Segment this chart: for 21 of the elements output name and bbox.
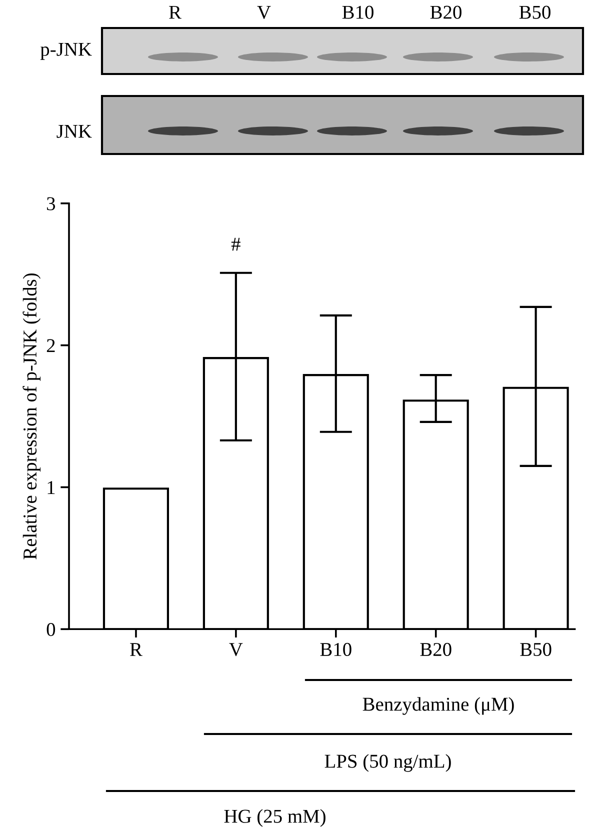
x-tick-label: V	[229, 643, 243, 656]
x-tick-label: B50	[520, 642, 552, 656]
text: B50	[519, 6, 550, 19]
text: V	[257, 6, 271, 19]
text: Benzydamine (μM)	[362, 697, 514, 715]
y-axis-title: Relative expression of p-JNK (folds)	[22, 273, 41, 560]
text: B10	[342, 6, 374, 19]
x-tick-label: B10	[320, 642, 352, 656]
y-tick-label: 3	[47, 197, 56, 210]
y-tick-label: 2	[46, 339, 55, 352]
annotation: #	[231, 238, 240, 251]
text: R	[169, 6, 182, 19]
text: LPS (50 ng/mL)	[324, 754, 451, 772]
x-tick-label: R	[130, 643, 142, 656]
text: p-JNK	[40, 42, 92, 60]
y-tick-label: 0	[46, 622, 56, 636]
text: JNK	[56, 124, 92, 138]
x-tick-label: B20	[420, 642, 452, 656]
text: HG (25 mM)	[224, 809, 326, 827]
text: B20	[430, 6, 462, 19]
y-tick-label: 1	[48, 481, 55, 494]
